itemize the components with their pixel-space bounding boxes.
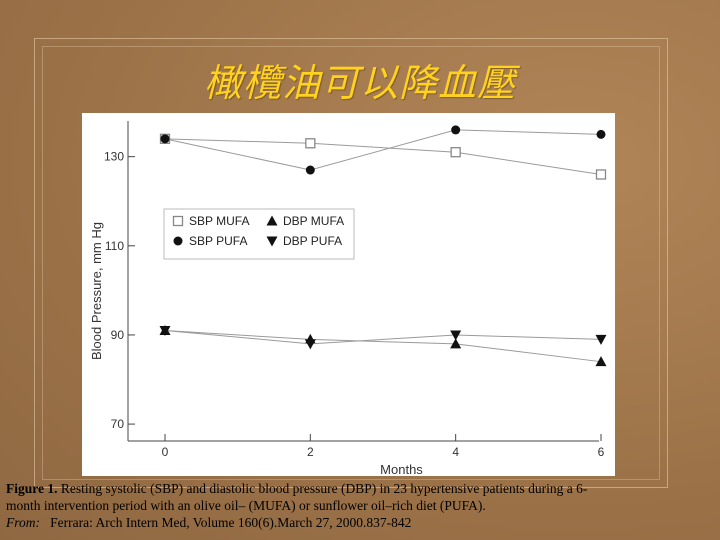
series-line-dbp-mufa	[164, 329, 602, 363]
slide-frame-outer	[34, 38, 668, 488]
legend-marker-sbp-mufa	[172, 215, 184, 227]
x-tick-label: 6	[598, 445, 605, 459]
x-axis-label: Months	[380, 462, 423, 476]
figure-caption: Figure 1. Resting systolic (SBP) and dia…	[6, 480, 714, 531]
caption-from-label: From:	[6, 515, 40, 530]
y-tick-label: 90	[111, 328, 125, 342]
y-tick-label: 130	[104, 150, 124, 164]
series-line-sbp-mufa	[164, 138, 602, 175]
caption-line-3: From: Ferrara: Arch Intern Med, Volume 1…	[6, 514, 714, 531]
data-point-sbp-mufa	[305, 138, 316, 149]
data-point-sbp-pufa	[160, 134, 170, 144]
caption-text-2: month intervention period with an olive …	[6, 498, 486, 513]
data-point-sbp-pufa	[451, 125, 461, 135]
data-point-dbp-mufa	[595, 356, 607, 367]
legend-label-dbp-mufa: DBP MUFA	[283, 214, 344, 228]
data-point-sbp-mufa	[595, 169, 607, 180]
caption-line-1: Figure 1. Resting systolic (SBP) and dia…	[6, 480, 714, 497]
legend-marker-sbp-pufa	[173, 236, 183, 246]
legend-label-sbp-mufa: SBP MUFA	[189, 214, 249, 228]
legend-label-sbp-pufa: SBP PUFA	[189, 234, 247, 248]
data-point-dbp-pufa	[159, 325, 171, 336]
caption-source: Ferrara: Arch Intern Med, Volume 160(6).…	[50, 515, 412, 530]
data-point-dbp-mufa	[450, 338, 462, 349]
y-tick-label: 110	[105, 239, 124, 253]
legend-marker-dbp-pufa	[266, 236, 278, 247]
x-tick-label: 2	[307, 445, 314, 459]
data-point-sbp-pufa	[305, 165, 315, 175]
caption-text-1: Resting systolic (SBP) and diastolic blo…	[60, 481, 588, 496]
data-point-dbp-pufa	[450, 330, 462, 341]
data-point-dbp-pufa	[304, 339, 316, 350]
legend-label-dbp-pufa: DBP PUFA	[283, 234, 342, 248]
series-line-dbp-pufa	[164, 329, 602, 345]
data-point-dbp-pufa	[595, 334, 607, 345]
x-tick-label: 4	[452, 445, 459, 459]
caption-figure-label: Figure 1.	[6, 481, 58, 496]
legend-marker-dbp-mufa	[266, 215, 278, 226]
y-axis-label: Blood Pressure, mm Hg	[89, 222, 104, 360]
x-tick-label: 0	[162, 445, 169, 459]
data-point-sbp-mufa	[450, 147, 461, 158]
y-tick-label: 70	[111, 417, 125, 431]
line-chart: 70 90 110 130 0 2 4 6 Months Blood Pressure, mm H…	[89, 121, 607, 476]
slide-title: 橄欖油可以降血壓	[203, 61, 516, 105]
chart-panel: 70 90 110 130 0 2 4 6 Months Blood Pressure, mm H…	[82, 113, 615, 476]
legend-box	[163, 208, 355, 260]
data-point-sbp-pufa	[596, 129, 606, 139]
series-line-sbp-pufa	[164, 129, 602, 171]
slide-frame-inner	[42, 46, 660, 480]
